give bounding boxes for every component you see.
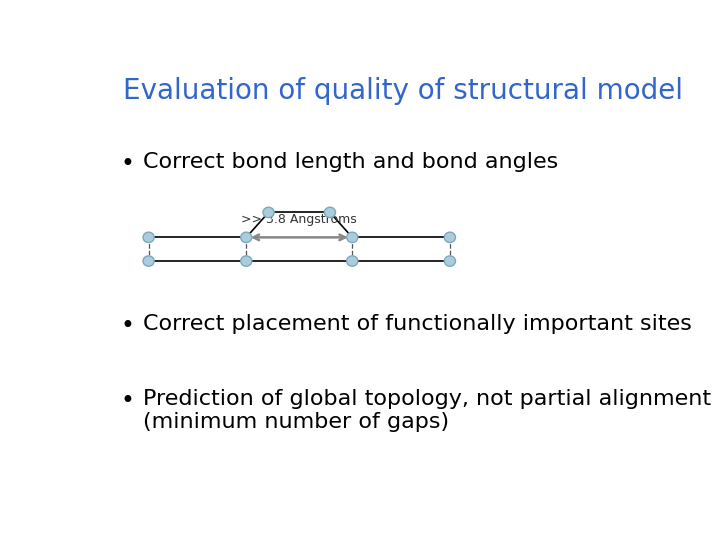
Text: •: • (121, 314, 135, 338)
Text: Evaluation of quality of structural model: Evaluation of quality of structural mode… (124, 77, 683, 105)
Text: Correct bond length and bond angles: Correct bond length and bond angles (143, 152, 558, 172)
Text: Prediction of global topology, not partial alignment
(minimum number of gaps): Prediction of global topology, not parti… (143, 389, 711, 433)
Ellipse shape (263, 207, 274, 218)
Ellipse shape (143, 232, 154, 242)
Ellipse shape (444, 256, 456, 266)
Ellipse shape (240, 256, 252, 266)
Ellipse shape (347, 256, 358, 266)
Text: >> 3.8 Angstroms: >> 3.8 Angstroms (240, 213, 356, 226)
Ellipse shape (143, 256, 154, 266)
Text: •: • (121, 152, 135, 176)
Ellipse shape (347, 232, 358, 242)
Text: Correct placement of functionally important sites: Correct placement of functionally import… (143, 314, 692, 334)
Ellipse shape (240, 232, 252, 242)
Text: •: • (121, 389, 135, 413)
Ellipse shape (444, 232, 456, 242)
Ellipse shape (324, 207, 336, 218)
